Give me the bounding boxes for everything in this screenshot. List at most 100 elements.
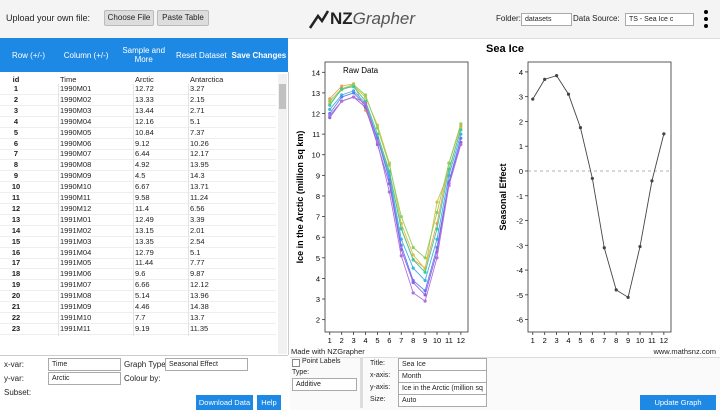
row-line	[0, 235, 276, 237]
data-point	[363, 93, 368, 97]
y-tick-label: 4	[519, 68, 523, 77]
table-cell: 5.14	[135, 291, 150, 301]
data-point	[590, 176, 594, 181]
table-cell: 1990M04	[60, 116, 92, 126]
x-tick-label: 8	[411, 336, 415, 345]
x-tick-label: 2	[543, 336, 547, 345]
table-cell: 1990M10	[60, 182, 92, 192]
x-tick-label: 10	[636, 336, 644, 345]
toolbar-button[interactable]: Sample and More	[122, 46, 166, 64]
y-tick-label: 4	[316, 274, 320, 283]
choose-file-button[interactable]: Choose File	[104, 10, 154, 26]
point-labels-checkbox[interactable]	[292, 359, 300, 367]
yvar-select[interactable]: Arctic	[48, 372, 121, 385]
table-cell: 6.66	[135, 280, 150, 290]
data-point	[459, 122, 463, 126]
table-cell: 2.71	[190, 105, 205, 115]
title-input[interactable]: Sea Ice	[398, 358, 487, 371]
table-cell: 2.54	[190, 236, 205, 246]
toolbar-button[interactable]: Reset Dataset	[175, 50, 227, 60]
y-tick-label: -4	[516, 266, 523, 275]
data-point	[340, 84, 344, 88]
plot-frame	[527, 61, 672, 333]
x-tick-label: 3	[555, 336, 559, 345]
x-tick-label: 4	[363, 336, 367, 345]
table-cell: 1990M12	[60, 203, 92, 213]
data-point	[638, 244, 642, 249]
row-line	[0, 246, 276, 248]
annotation: Raw Data	[343, 66, 379, 75]
update-graph-button[interactable]: Update Graph	[640, 395, 716, 410]
scrollbar[interactable]	[278, 74, 287, 354]
menu-icon[interactable]	[702, 8, 710, 30]
row-id: 9	[13, 171, 19, 181]
data-point	[459, 128, 463, 132]
data-source-select[interactable]: TS - Sea Ice c	[625, 13, 694, 26]
row-id: 11	[12, 193, 20, 202]
toolbar-button[interactable]: Row (+/-)	[11, 50, 46, 60]
y-tick-label: 0	[519, 167, 523, 176]
row-line	[0, 268, 276, 270]
toolbar-button[interactable]: Save Changes	[231, 50, 287, 60]
size-label: Size:	[370, 396, 386, 403]
y-tick-label: 9	[316, 171, 320, 180]
x-tick-label: 5	[578, 336, 582, 345]
help-button[interactable]: Help	[257, 395, 281, 410]
x-tick-label: 1	[328, 336, 332, 345]
row-line	[0, 257, 276, 259]
table-cell: 2.01	[190, 225, 205, 235]
row-id: 21	[11, 302, 21, 311]
row-line	[0, 301, 276, 303]
row-id: 10	[11, 182, 21, 192]
x-tick-label: 1	[531, 336, 535, 345]
table-cell: 7.37	[190, 127, 205, 137]
data-point	[352, 85, 356, 89]
table-cell: 2.15	[190, 94, 205, 104]
paste-table-button[interactable]: Paste Table	[157, 10, 209, 26]
row-line	[0, 279, 276, 281]
row-id: 5	[13, 127, 19, 137]
data-point	[363, 101, 368, 105]
data-point	[626, 295, 630, 299]
table-cell: 5.1	[190, 116, 201, 126]
column-header: id	[12, 75, 20, 84]
toolbar	[0, 38, 288, 72]
data-point	[578, 126, 583, 130]
table-cell: 1990M09	[60, 171, 92, 181]
size-select[interactable]: Auto	[398, 394, 487, 407]
type-select[interactable]: Additive	[292, 378, 357, 391]
data-point	[447, 161, 451, 165]
data-point	[411, 280, 415, 285]
graph-type-select[interactable]: Seasonal Effect	[165, 358, 248, 371]
xvar-select[interactable]: Time	[48, 358, 121, 371]
row-id: 6	[13, 138, 19, 148]
table-cell: 11.24	[190, 193, 209, 202]
data-point	[411, 253, 415, 257]
table-cell: 1990M01	[60, 84, 92, 93]
yvar-label: y-var:	[4, 374, 24, 383]
data-point	[340, 99, 344, 103]
download-button[interactable]: Download Data	[196, 395, 253, 410]
table-cell: 13.44	[135, 105, 154, 115]
upload-label: Upload your own file:	[6, 13, 91, 23]
x-tick-label: 7	[399, 336, 403, 345]
folder-input[interactable]: datasets	[521, 13, 572, 26]
toolbar-button[interactable]: Column (+/-)	[63, 50, 109, 60]
data-point	[531, 97, 535, 101]
table-cell: 9.58	[135, 193, 150, 202]
table-cell: 7.7	[135, 312, 146, 322]
y-tick-label: 2	[316, 316, 320, 325]
table-cell: 1991M01	[60, 214, 92, 224]
row-id: 3	[13, 105, 19, 115]
data-point	[435, 200, 439, 204]
table-cell: 14.38	[190, 302, 209, 311]
data-source-label: Data Source:	[573, 14, 620, 23]
data-point	[399, 227, 403, 231]
row-line	[0, 159, 276, 161]
table-cell: 14.3	[190, 171, 205, 181]
row-line	[0, 137, 276, 139]
x-tick-label: 7	[602, 336, 606, 345]
row-id: 15	[11, 236, 21, 246]
column-header: Arctic	[135, 75, 154, 84]
